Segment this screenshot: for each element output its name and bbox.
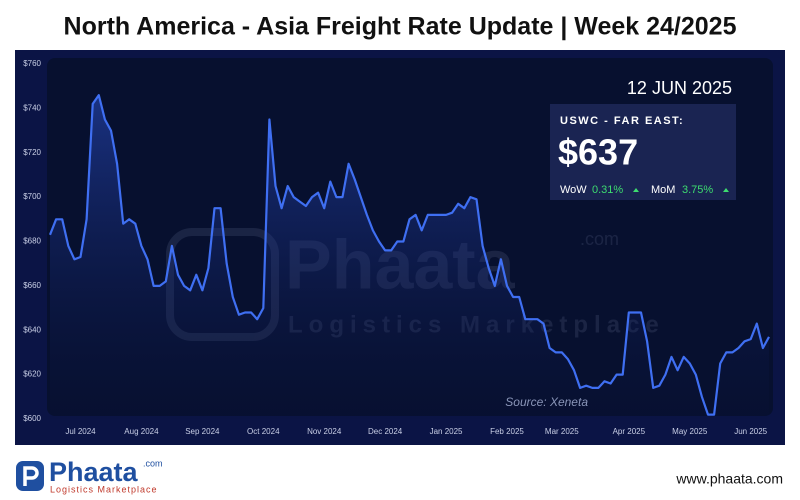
summary-route: USWC - FAR EAST: — [560, 115, 684, 127]
chart-title: North America - Asia Freight Rate Update… — [64, 13, 737, 41]
line — [48, 94, 770, 416]
x-tick-label: Apr 2025 — [613, 427, 646, 436]
source: Source: Xeneta — [505, 395, 588, 409]
logo-icon — [16, 461, 44, 491]
y-tick-label: $600 — [23, 414, 41, 423]
plot: $600 $620 $640 $660 $680 $700 $720 $740 $760 Jul … — [23, 59, 770, 436]
x-tick-label: Nov 2024 — [307, 427, 342, 436]
footer-brand: Phaata — [49, 457, 139, 487]
mom-label: MoM — [651, 184, 675, 196]
mom-arrow — [723, 188, 729, 192]
x-tick-label: May 2025 — [672, 427, 708, 436]
y-tick-label: $640 — [23, 325, 41, 334]
area — [50, 95, 769, 419]
wow-arrow — [633, 188, 639, 192]
summary-box — [550, 104, 736, 200]
x-tick-label: Feb 2025 — [490, 427, 524, 436]
y-tick-label: $760 — [23, 59, 41, 68]
wow-value: 0.31% — [592, 184, 623, 196]
footer-logo: Phaata .com Logistics Marketplace — [16, 457, 163, 494]
y-tick-label: $680 — [23, 237, 41, 246]
y-tick-label: $700 — [23, 192, 41, 201]
x-tick-label: Jun 2025 — [734, 427, 767, 436]
x-tick-label: Dec 2024 — [368, 427, 403, 436]
mom-value: 3.75% — [682, 184, 713, 196]
summary-date: 12 JUN 2025 — [627, 78, 732, 98]
y-tick-label: $740 — [23, 103, 41, 112]
x-tick-label: Jul 2024 — [65, 427, 96, 436]
y-tick-label: $660 — [23, 281, 41, 290]
x-tick-label: Mar 2025 — [545, 427, 579, 436]
logo-glyph — [23, 466, 39, 486]
footer-tagline: Logistics Marketplace — [50, 484, 158, 494]
summary-price: $637 — [558, 132, 638, 173]
footer-brand-suffix: .com — [143, 458, 163, 468]
x-tick-label: Oct 2024 — [247, 427, 280, 436]
footer-url: www.phaata.com — [675, 471, 783, 487]
y-tick-label: $620 — [23, 370, 41, 379]
x-tick-label: Jan 2025 — [430, 427, 463, 436]
y-tick-label: $720 — [23, 148, 41, 157]
watermark-suffix: .com — [580, 229, 619, 249]
x-tick-label: Sep 2024 — [185, 427, 220, 436]
wow-label: WoW — [560, 184, 587, 196]
x-tick-label: Aug 2024 — [124, 427, 159, 436]
